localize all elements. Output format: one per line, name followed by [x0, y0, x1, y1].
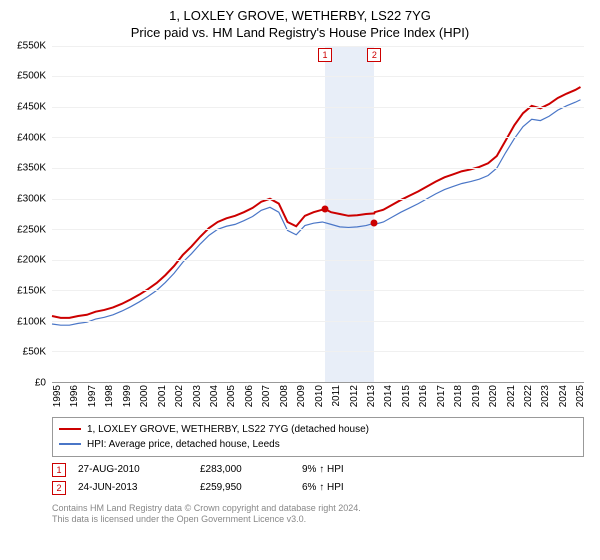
sale-row-marker: 1	[52, 463, 66, 477]
gridline	[52, 199, 584, 200]
gridline	[52, 290, 584, 291]
legend-item: HPI: Average price, detached house, Leed…	[59, 437, 577, 452]
chart-lines	[52, 46, 584, 382]
gridline	[52, 229, 584, 230]
gridline	[52, 168, 584, 169]
x-tick-label: 2017	[436, 385, 447, 407]
y-tick-label: £550K	[17, 40, 46, 51]
sale-row-marker: 2	[52, 481, 66, 495]
plot-region: 12	[52, 46, 584, 383]
x-tick-label: 2024	[558, 385, 569, 407]
y-tick-label: £150K	[17, 285, 46, 296]
x-tick-label: 2018	[453, 385, 464, 407]
x-tick-label: 2019	[471, 385, 482, 407]
gridline	[52, 260, 584, 261]
sales-table: 1 27-AUG-2010 £283,000 9% ↑ HPI 2 24-JUN-2013…	[52, 461, 584, 497]
x-tick-label: 2014	[383, 385, 394, 407]
footnote: Contains HM Land Registry data © Crown c…	[52, 503, 584, 526]
sale-price: £283,000	[200, 464, 290, 475]
x-axis-ticks: 1995 1996 1997 1998 1999 2000 2001 2002 2003 2004…	[52, 383, 584, 411]
y-tick-label: £450K	[17, 102, 46, 113]
x-tick-label: 2021	[506, 385, 517, 407]
x-tick-label: 2002	[174, 385, 185, 407]
sale-marker-box: 1	[318, 48, 332, 62]
y-tick-label: £50K	[23, 347, 46, 358]
x-tick-label: 2025	[575, 385, 586, 407]
x-tick-label: 2015	[401, 385, 412, 407]
sale-price: £259,950	[200, 482, 290, 493]
x-tick-label: 1997	[87, 385, 98, 407]
gridline	[52, 321, 584, 322]
y-tick-label: £500K	[17, 71, 46, 82]
gridline	[52, 76, 584, 77]
x-tick-label: 2008	[279, 385, 290, 407]
title-block: 1, LOXLEY GROVE, WETHERBY, LS22 7YG Pric…	[10, 8, 590, 42]
gridline	[52, 46, 584, 47]
x-tick-label: 2005	[226, 385, 237, 407]
x-tick-label: 2013	[366, 385, 377, 407]
sale-date: 24-JUN-2013	[78, 482, 188, 493]
legend-swatch	[59, 443, 81, 445]
x-tick-label: 2016	[418, 385, 429, 407]
sale-pct: 9% ↑ HPI	[302, 464, 392, 475]
x-tick-label: 2006	[244, 385, 255, 407]
sale-date: 27-AUG-2010	[78, 464, 188, 475]
x-tick-label: 2023	[540, 385, 551, 407]
sale-marker-box: 2	[367, 48, 381, 62]
sale-marker-dot	[321, 205, 328, 212]
legend-label: 1, LOXLEY GROVE, WETHERBY, LS22 7YG (det…	[87, 422, 369, 437]
x-tick-label: 2010	[314, 385, 325, 407]
x-tick-label: 1995	[52, 385, 63, 407]
y-tick-label: £350K	[17, 163, 46, 174]
x-tick-label: 2003	[192, 385, 203, 407]
x-tick-label: 2004	[209, 385, 220, 407]
sale-row: 1 27-AUG-2010 £283,000 9% ↑ HPI	[52, 461, 584, 479]
y-tick-label: £300K	[17, 193, 46, 204]
title-address: 1, LOXLEY GROVE, WETHERBY, LS22 7YG	[10, 8, 590, 25]
title-subtitle: Price paid vs. HM Land Registry's House …	[10, 25, 590, 42]
x-tick-label: 2001	[157, 385, 168, 407]
gridline	[52, 351, 584, 352]
x-tick-label: 2011	[331, 385, 342, 407]
y-tick-label: £250K	[17, 224, 46, 235]
x-tick-label: 2000	[139, 385, 150, 407]
gridline	[52, 137, 584, 138]
sale-pct: 6% ↑ HPI	[302, 482, 392, 493]
x-tick-label: 2009	[296, 385, 307, 407]
chart-container: 1, LOXLEY GROVE, WETHERBY, LS22 7YG Pric…	[0, 0, 600, 560]
sale-marker-dot	[371, 219, 378, 226]
x-tick-label: 1999	[122, 385, 133, 407]
x-tick-label: 2007	[261, 385, 272, 407]
legend-item: 1, LOXLEY GROVE, WETHERBY, LS22 7YG (det…	[59, 422, 577, 437]
legend-label: HPI: Average price, detached house, Leed…	[87, 437, 280, 452]
x-tick-label: 1998	[104, 385, 115, 407]
gridline	[52, 107, 584, 108]
y-tick-label: £400K	[17, 132, 46, 143]
x-tick-label: 1996	[69, 385, 80, 407]
series-property	[52, 87, 581, 318]
x-tick-label: 2012	[349, 385, 360, 407]
x-tick-label: 2022	[523, 385, 534, 407]
sale-row: 2 24-JUN-2013 £259,950 6% ↑ HPI	[52, 479, 584, 497]
footnote-line2: This data is licensed under the Open Gov…	[52, 514, 584, 526]
y-tick-label: £100K	[17, 316, 46, 327]
chart-area: £0£50K£100K£150K£200K£250K£300K£350K£400…	[52, 46, 584, 411]
y-tick-label: £200K	[17, 255, 46, 266]
footnote-line1: Contains HM Land Registry data © Crown c…	[52, 503, 584, 515]
legend-swatch	[59, 428, 81, 430]
y-axis-ticks: £0£50K£100K£150K£200K£250K£300K£350K£400…	[10, 46, 50, 383]
x-tick-label: 2020	[488, 385, 499, 407]
y-tick-label: £0	[35, 377, 46, 388]
legend: 1, LOXLEY GROVE, WETHERBY, LS22 7YG (det…	[52, 417, 584, 457]
